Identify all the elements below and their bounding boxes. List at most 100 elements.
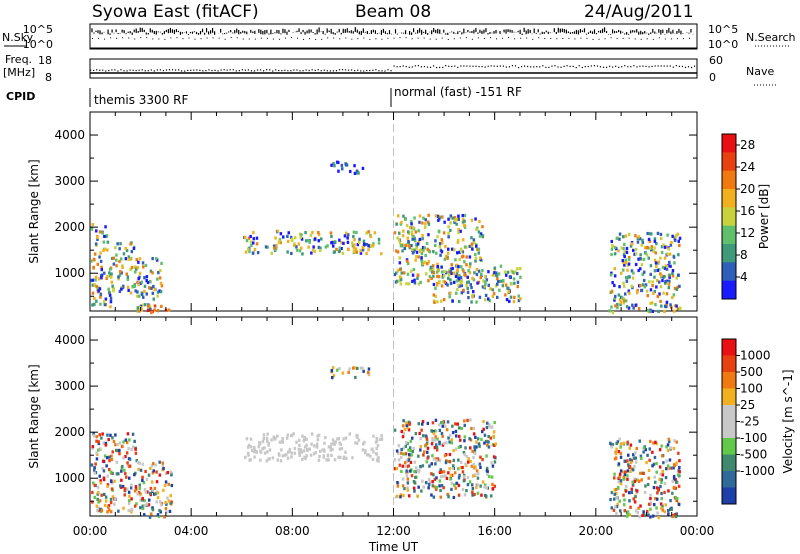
echo-cell — [616, 306, 619, 310]
echo-cell — [427, 279, 430, 283]
echo-cell — [420, 252, 424, 256]
echo-cell — [126, 275, 130, 279]
echo-cell — [641, 238, 644, 242]
echo-cell — [517, 299, 521, 303]
echo-cell — [404, 444, 407, 448]
echo-cell — [97, 509, 100, 513]
echo-cell — [652, 486, 656, 490]
echo-cell — [613, 472, 616, 476]
echo-cell — [420, 428, 423, 432]
echo-cell — [408, 456, 412, 460]
freq-label: Freq. — [5, 53, 32, 66]
echo-cell — [637, 307, 641, 311]
echo-cell — [279, 232, 283, 236]
echo-cell — [463, 435, 467, 439]
echo-cell — [468, 265, 472, 269]
echo-cell — [152, 469, 155, 473]
echo-cell — [478, 234, 482, 238]
echo-cell — [339, 455, 342, 459]
echo-cell — [134, 451, 138, 455]
echo-cell — [427, 477, 431, 482]
echo-cell — [421, 464, 425, 468]
echo-cell — [446, 251, 450, 255]
colorbar-swatch — [722, 244, 736, 263]
echo-cell — [399, 244, 403, 248]
echo-cell — [419, 448, 422, 452]
echo-cell — [247, 247, 250, 251]
echo-cell — [442, 231, 446, 235]
echo-cell — [396, 481, 399, 485]
echo-cell — [96, 262, 99, 266]
echo-cell — [651, 280, 654, 284]
echo-cell — [468, 480, 472, 484]
echo-cell — [333, 250, 336, 254]
echo-cell — [460, 291, 464, 295]
echo-cell — [487, 440, 490, 444]
echo-cell — [626, 510, 630, 514]
echo-cell — [632, 306, 635, 310]
echo-cell — [653, 275, 656, 279]
echo-cell — [633, 477, 636, 481]
echo-cell — [505, 273, 508, 277]
echo-cell — [626, 469, 630, 473]
echo-cell — [491, 443, 495, 447]
echo-cell — [483, 441, 486, 445]
echo-cell — [661, 469, 664, 473]
echo-cell — [316, 438, 320, 442]
echo-cell — [409, 460, 413, 464]
echo-cell — [399, 493, 403, 497]
echo-cell — [255, 242, 259, 246]
echo-cell — [463, 453, 466, 457]
echo-cell — [265, 459, 269, 463]
echo-cell — [346, 240, 350, 244]
echo-cell — [512, 300, 516, 304]
echo-cell — [651, 464, 654, 468]
echo-cell — [610, 305, 613, 309]
echo-cell — [451, 424, 454, 428]
echo-cell — [99, 251, 102, 255]
echo-cell — [358, 237, 361, 241]
echo-cell — [461, 218, 465, 222]
echo-cell — [347, 370, 350, 374]
echo-cell — [624, 470, 627, 474]
echo-cell — [618, 499, 621, 503]
echo-cell — [286, 456, 290, 460]
echo-cell — [482, 279, 485, 283]
echo-cell — [333, 164, 336, 168]
echo-cell — [152, 492, 156, 496]
echo-cell — [672, 486, 676, 490]
echo-cell — [285, 436, 289, 440]
echo-cell — [118, 289, 122, 293]
echo-cell — [463, 225, 467, 229]
echo-cell — [273, 246, 276, 250]
echo-cell — [109, 300, 113, 304]
echo-cell — [493, 420, 496, 425]
echo-cell — [456, 287, 459, 292]
echo-cell — [124, 438, 128, 442]
echo-cell — [143, 284, 147, 288]
echo-cell — [457, 426, 461, 430]
echo-cell — [660, 497, 663, 501]
echo-cell — [104, 225, 107, 229]
echo-cell — [430, 276, 433, 280]
echo-cell — [463, 219, 466, 223]
echo-cell — [124, 257, 128, 261]
echo-cell — [145, 477, 149, 481]
echo-cell — [93, 495, 96, 499]
echo-cell — [449, 473, 453, 478]
echo-cell — [470, 464, 474, 468]
echo-cell — [154, 492, 157, 496]
echo-cell — [100, 265, 103, 269]
echo-cell — [432, 430, 435, 434]
echo-cell — [661, 473, 665, 477]
echo-cell — [620, 246, 623, 250]
echo-cell — [475, 268, 479, 272]
echo-cell — [516, 272, 519, 276]
echo-cell — [646, 308, 650, 312]
echo-cell — [276, 458, 279, 462]
echo-cell — [493, 460, 497, 464]
echo-cell — [444, 474, 447, 478]
echo-cell — [411, 248, 414, 252]
echo-cell — [434, 418, 438, 422]
echo-cell — [460, 426, 463, 430]
